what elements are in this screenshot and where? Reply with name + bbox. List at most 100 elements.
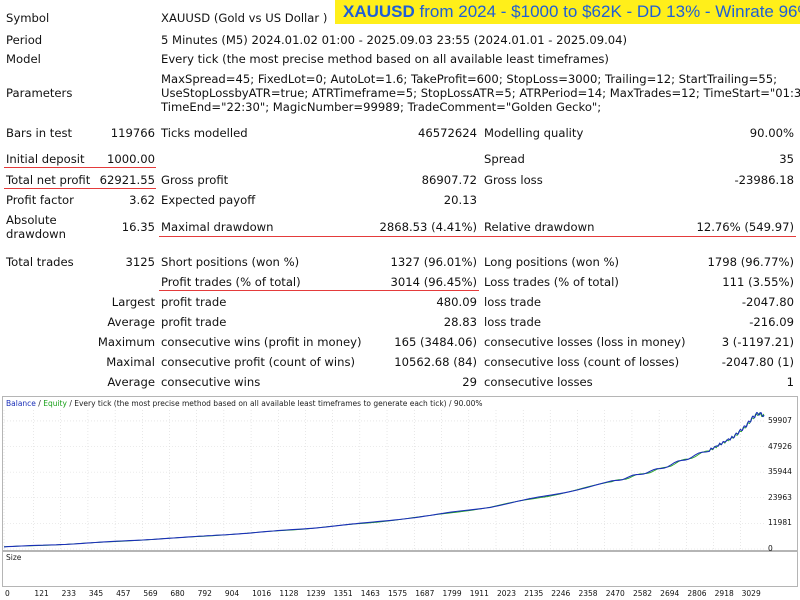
- x-tick-label: 2358: [578, 589, 598, 598]
- gross-loss-value: -23986.18: [734, 173, 794, 187]
- gross-loss-label: Gross loss: [484, 173, 543, 187]
- maximal-consecutive-profit-label: consecutive profit (count of wins): [161, 355, 356, 369]
- short-positions-value: 1327 (96.01%): [390, 255, 477, 269]
- drawdown-underline: [159, 236, 796, 237]
- average-consecutive-losses-value: 1: [786, 375, 794, 389]
- largest-profit-trade-value: 480.09: [436, 295, 477, 309]
- x-tick-label: 3029: [741, 589, 761, 598]
- x-tick-label: 792: [197, 589, 212, 598]
- x-tick-label: 1239: [306, 589, 326, 598]
- x-tick-label: 680: [170, 589, 185, 598]
- gross-profit-value: 86907.72: [421, 173, 477, 187]
- x-tick-label: 0: [5, 589, 10, 598]
- deposit-value: 1000.00: [107, 152, 155, 166]
- largest-loss-trade-label: loss trade: [484, 295, 541, 309]
- max-consecutive-wins-value: 165 (3484.06): [394, 335, 477, 349]
- y-tick-label: 23963: [768, 492, 792, 502]
- total-trades-value: 3125: [125, 255, 155, 269]
- average-consecutive-wins-label: consecutive wins: [161, 375, 261, 389]
- profit-trades-value: 3014 (96.45%): [390, 275, 477, 289]
- size-chart-frame: [2, 551, 798, 587]
- balance-chart-frame: [2, 396, 798, 551]
- y-tick-label: 0: [768, 544, 773, 553]
- x-tick-label: 2023: [496, 589, 517, 598]
- largest-profit-trade-label: profit trade: [161, 295, 227, 309]
- x-tick-label: 1351: [333, 589, 353, 598]
- relative-drawdown-label: Relative drawdown: [484, 220, 595, 234]
- x-tick-label: 1463: [360, 589, 380, 598]
- largest-label: Largest: [111, 295, 155, 309]
- x-tick-label: 1911: [469, 589, 489, 598]
- promo-banner: XAUUSD from 2024 - $1000 to $62K - DD 13…: [335, 0, 800, 24]
- deposit-label: Initial deposit: [6, 152, 85, 166]
- maximal-label: Maximal: [106, 355, 155, 369]
- ticks-label: Ticks modelled: [161, 126, 248, 140]
- relative-drawdown-value: 12.76% (549.97): [696, 220, 794, 234]
- expected-payoff-value: 20.13: [443, 193, 477, 207]
- profit-trades-underline: [159, 290, 479, 291]
- maximum-label: Maximum: [97, 335, 155, 349]
- period-label: Period: [6, 33, 43, 47]
- y-tick-label: 11981: [768, 518, 792, 528]
- maximal-consecutive-loss-label: consecutive loss (count of losses): [484, 355, 680, 369]
- parameters-label: Parameters: [6, 86, 73, 100]
- ticks-value: 46572624: [417, 126, 477, 140]
- expected-payoff-label: Expected payoff: [161, 193, 256, 207]
- long-positions-label: Long positions (won %): [484, 255, 620, 269]
- loss-trades-value: 111 (3.55%): [722, 275, 794, 289]
- absolute-drawdown-label-1: Absolute: [6, 213, 57, 227]
- long-positions-value: 1798 (96.77%): [707, 255, 794, 269]
- x-tick-label: 2582: [632, 589, 653, 598]
- profit-trades-label: Profit trades (% of total): [161, 275, 301, 289]
- maximal-consecutive-loss-value: -2047.80 (1): [721, 355, 794, 369]
- x-tick-label: 2135: [524, 589, 544, 598]
- parameters-line-3: TimeEnd="22:30"; MagicNumber=99989; Trad…: [161, 100, 602, 114]
- x-tick-label: 569: [143, 589, 158, 598]
- x-tick-label: 121: [34, 589, 49, 598]
- x-tick-label: 457: [116, 589, 131, 598]
- net-profit-label: Total net profit: [6, 173, 91, 187]
- average-consecutive-losses-label: consecutive losses: [484, 375, 593, 389]
- bars-label: Bars in test: [6, 126, 73, 140]
- parameters-line-1: MaxSpread=45; FixedLot=0; AutoLot=1.6; T…: [161, 72, 777, 86]
- max-consecutive-losses-label: consecutive losses (loss in money): [484, 335, 686, 349]
- x-tick-label: 233: [61, 589, 76, 598]
- maximal-drawdown-value: 2868.53 (4.41%): [379, 220, 477, 234]
- chart-title-equity: Equity: [43, 399, 67, 408]
- period-value: 5 Minutes (M5) 2024.01.02 01:00 - 2025.0…: [161, 33, 628, 47]
- parameters-line-2: UseStopLossbyATR=true; ATRTimeframe=5; S…: [161, 86, 800, 100]
- net-profit-underline: [4, 188, 156, 189]
- profit-factor-label: Profit factor: [6, 193, 74, 207]
- loss-trades-label: Loss trades (% of total): [484, 275, 619, 289]
- average-consecutive-label: Average: [107, 375, 155, 389]
- average-consecutive-wins-value: 29: [462, 375, 477, 389]
- x-tick-label: 1128: [279, 589, 299, 598]
- x-tick-label: 1016: [252, 589, 272, 598]
- gross-profit-label: Gross profit: [161, 173, 229, 187]
- banner-symbol: XAUUSD: [343, 2, 415, 21]
- x-tick-label: 2246: [551, 589, 571, 598]
- x-tick-label: 1799: [442, 589, 462, 598]
- model-label: Model: [6, 52, 41, 66]
- x-tick-label: 2694: [660, 589, 680, 598]
- x-tick-label: 904: [224, 589, 240, 598]
- maximal-drawdown-label: Maximal drawdown: [161, 220, 274, 234]
- x-tick-label: 2470: [605, 589, 625, 598]
- short-positions-label: Short positions (won %): [161, 255, 300, 269]
- average-label: Average: [107, 315, 155, 329]
- profit-factor-value: 3.62: [129, 193, 155, 207]
- net-profit-value: 62921.55: [99, 173, 155, 187]
- symbol-label: Symbol: [6, 11, 50, 25]
- absolute-drawdown-label-2: drawdown: [6, 227, 66, 241]
- x-tick-label: 1575: [388, 589, 408, 598]
- average-profit-trade-value: 28.83: [443, 315, 477, 329]
- banner-tagline: from 2024 - $1000 to $62K - DD 13% - Win…: [419, 2, 800, 21]
- chart-title-sep: /: [35, 399, 44, 408]
- deposit-underline: [4, 167, 156, 168]
- average-profit-trade-label: profit trade: [161, 315, 227, 329]
- x-tick-label: 2918: [714, 589, 734, 598]
- symbol-value: XAUUSD (Gold vs US Dollar ): [161, 11, 328, 25]
- quality-label: Modelling quality: [484, 126, 584, 140]
- average-loss-trade-value: -216.09: [749, 315, 794, 329]
- absolute-drawdown-value: 16.35: [121, 220, 155, 234]
